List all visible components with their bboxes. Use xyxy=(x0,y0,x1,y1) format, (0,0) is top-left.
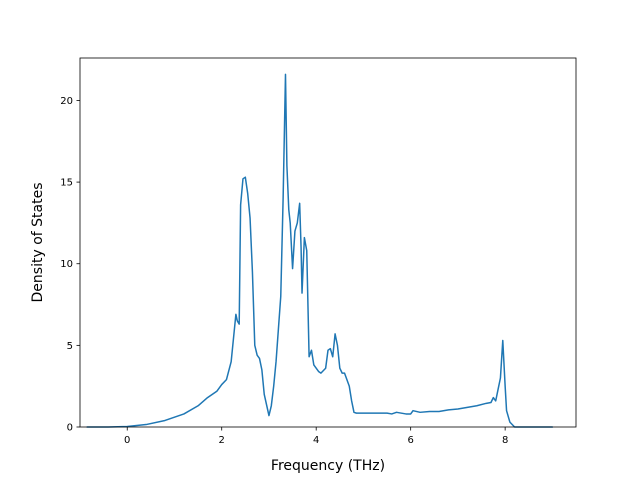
x-tick-label: 0 xyxy=(124,435,130,446)
x-axis-ticks: 0 2 4 6 8 xyxy=(124,427,508,446)
x-tick-label: 6 xyxy=(407,435,413,446)
x-tick-label: 8 xyxy=(502,435,508,446)
y-axis-label: Density of States xyxy=(30,183,46,303)
y-tick-label: 10 xyxy=(60,259,73,270)
y-axis-ticks: 0 5 10 15 20 xyxy=(60,96,80,434)
series-layer xyxy=(86,73,554,428)
x-axis-label: Frequency (THz) xyxy=(271,458,385,474)
plot-frame xyxy=(79,57,577,428)
y-tick-label: 20 xyxy=(60,96,73,107)
y-tick-label: 5 xyxy=(67,341,73,352)
dos-line xyxy=(86,73,554,428)
y-tick-label: 15 xyxy=(60,178,73,189)
x-tick-label: 2 xyxy=(219,435,225,446)
x-tick-label: 4 xyxy=(313,435,319,446)
plot-background xyxy=(80,58,576,427)
y-tick-label: 0 xyxy=(67,423,73,434)
